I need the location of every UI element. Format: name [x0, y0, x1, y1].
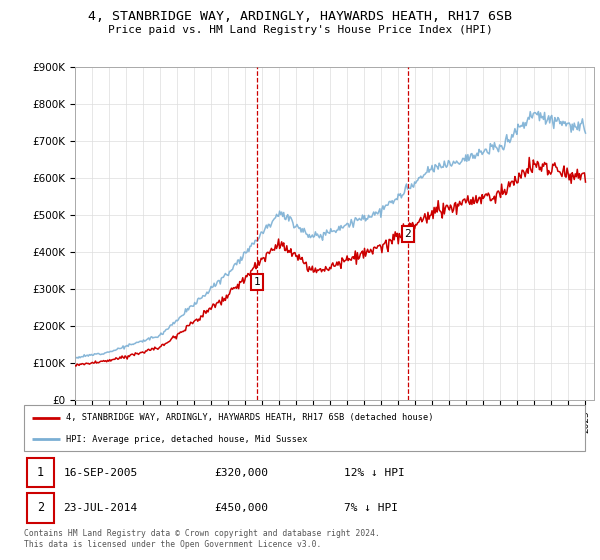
Text: HPI: Average price, detached house, Mid Sussex: HPI: Average price, detached house, Mid …: [66, 435, 308, 444]
Text: 12% ↓ HPI: 12% ↓ HPI: [344, 468, 404, 478]
Text: Contains HM Land Registry data © Crown copyright and database right 2024.
This d: Contains HM Land Registry data © Crown c…: [24, 529, 380, 549]
Text: £450,000: £450,000: [215, 503, 269, 513]
Text: 23-JUL-2014: 23-JUL-2014: [63, 503, 137, 513]
Text: 7% ↓ HPI: 7% ↓ HPI: [344, 503, 398, 513]
FancyBboxPatch shape: [24, 405, 585, 451]
Text: Price paid vs. HM Land Registry's House Price Index (HPI): Price paid vs. HM Land Registry's House …: [107, 25, 493, 35]
FancyBboxPatch shape: [27, 493, 54, 522]
Text: £320,000: £320,000: [215, 468, 269, 478]
Text: 16-SEP-2005: 16-SEP-2005: [63, 468, 137, 478]
Text: 4, STANBRIDGE WAY, ARDINGLY, HAYWARDS HEATH, RH17 6SB: 4, STANBRIDGE WAY, ARDINGLY, HAYWARDS HE…: [88, 10, 512, 23]
Text: 2: 2: [37, 501, 44, 515]
FancyBboxPatch shape: [27, 458, 54, 487]
Text: 1: 1: [254, 277, 260, 287]
Text: 1: 1: [37, 466, 44, 479]
Text: 2: 2: [404, 229, 411, 239]
Text: 4, STANBRIDGE WAY, ARDINGLY, HAYWARDS HEATH, RH17 6SB (detached house): 4, STANBRIDGE WAY, ARDINGLY, HAYWARDS HE…: [66, 413, 434, 422]
